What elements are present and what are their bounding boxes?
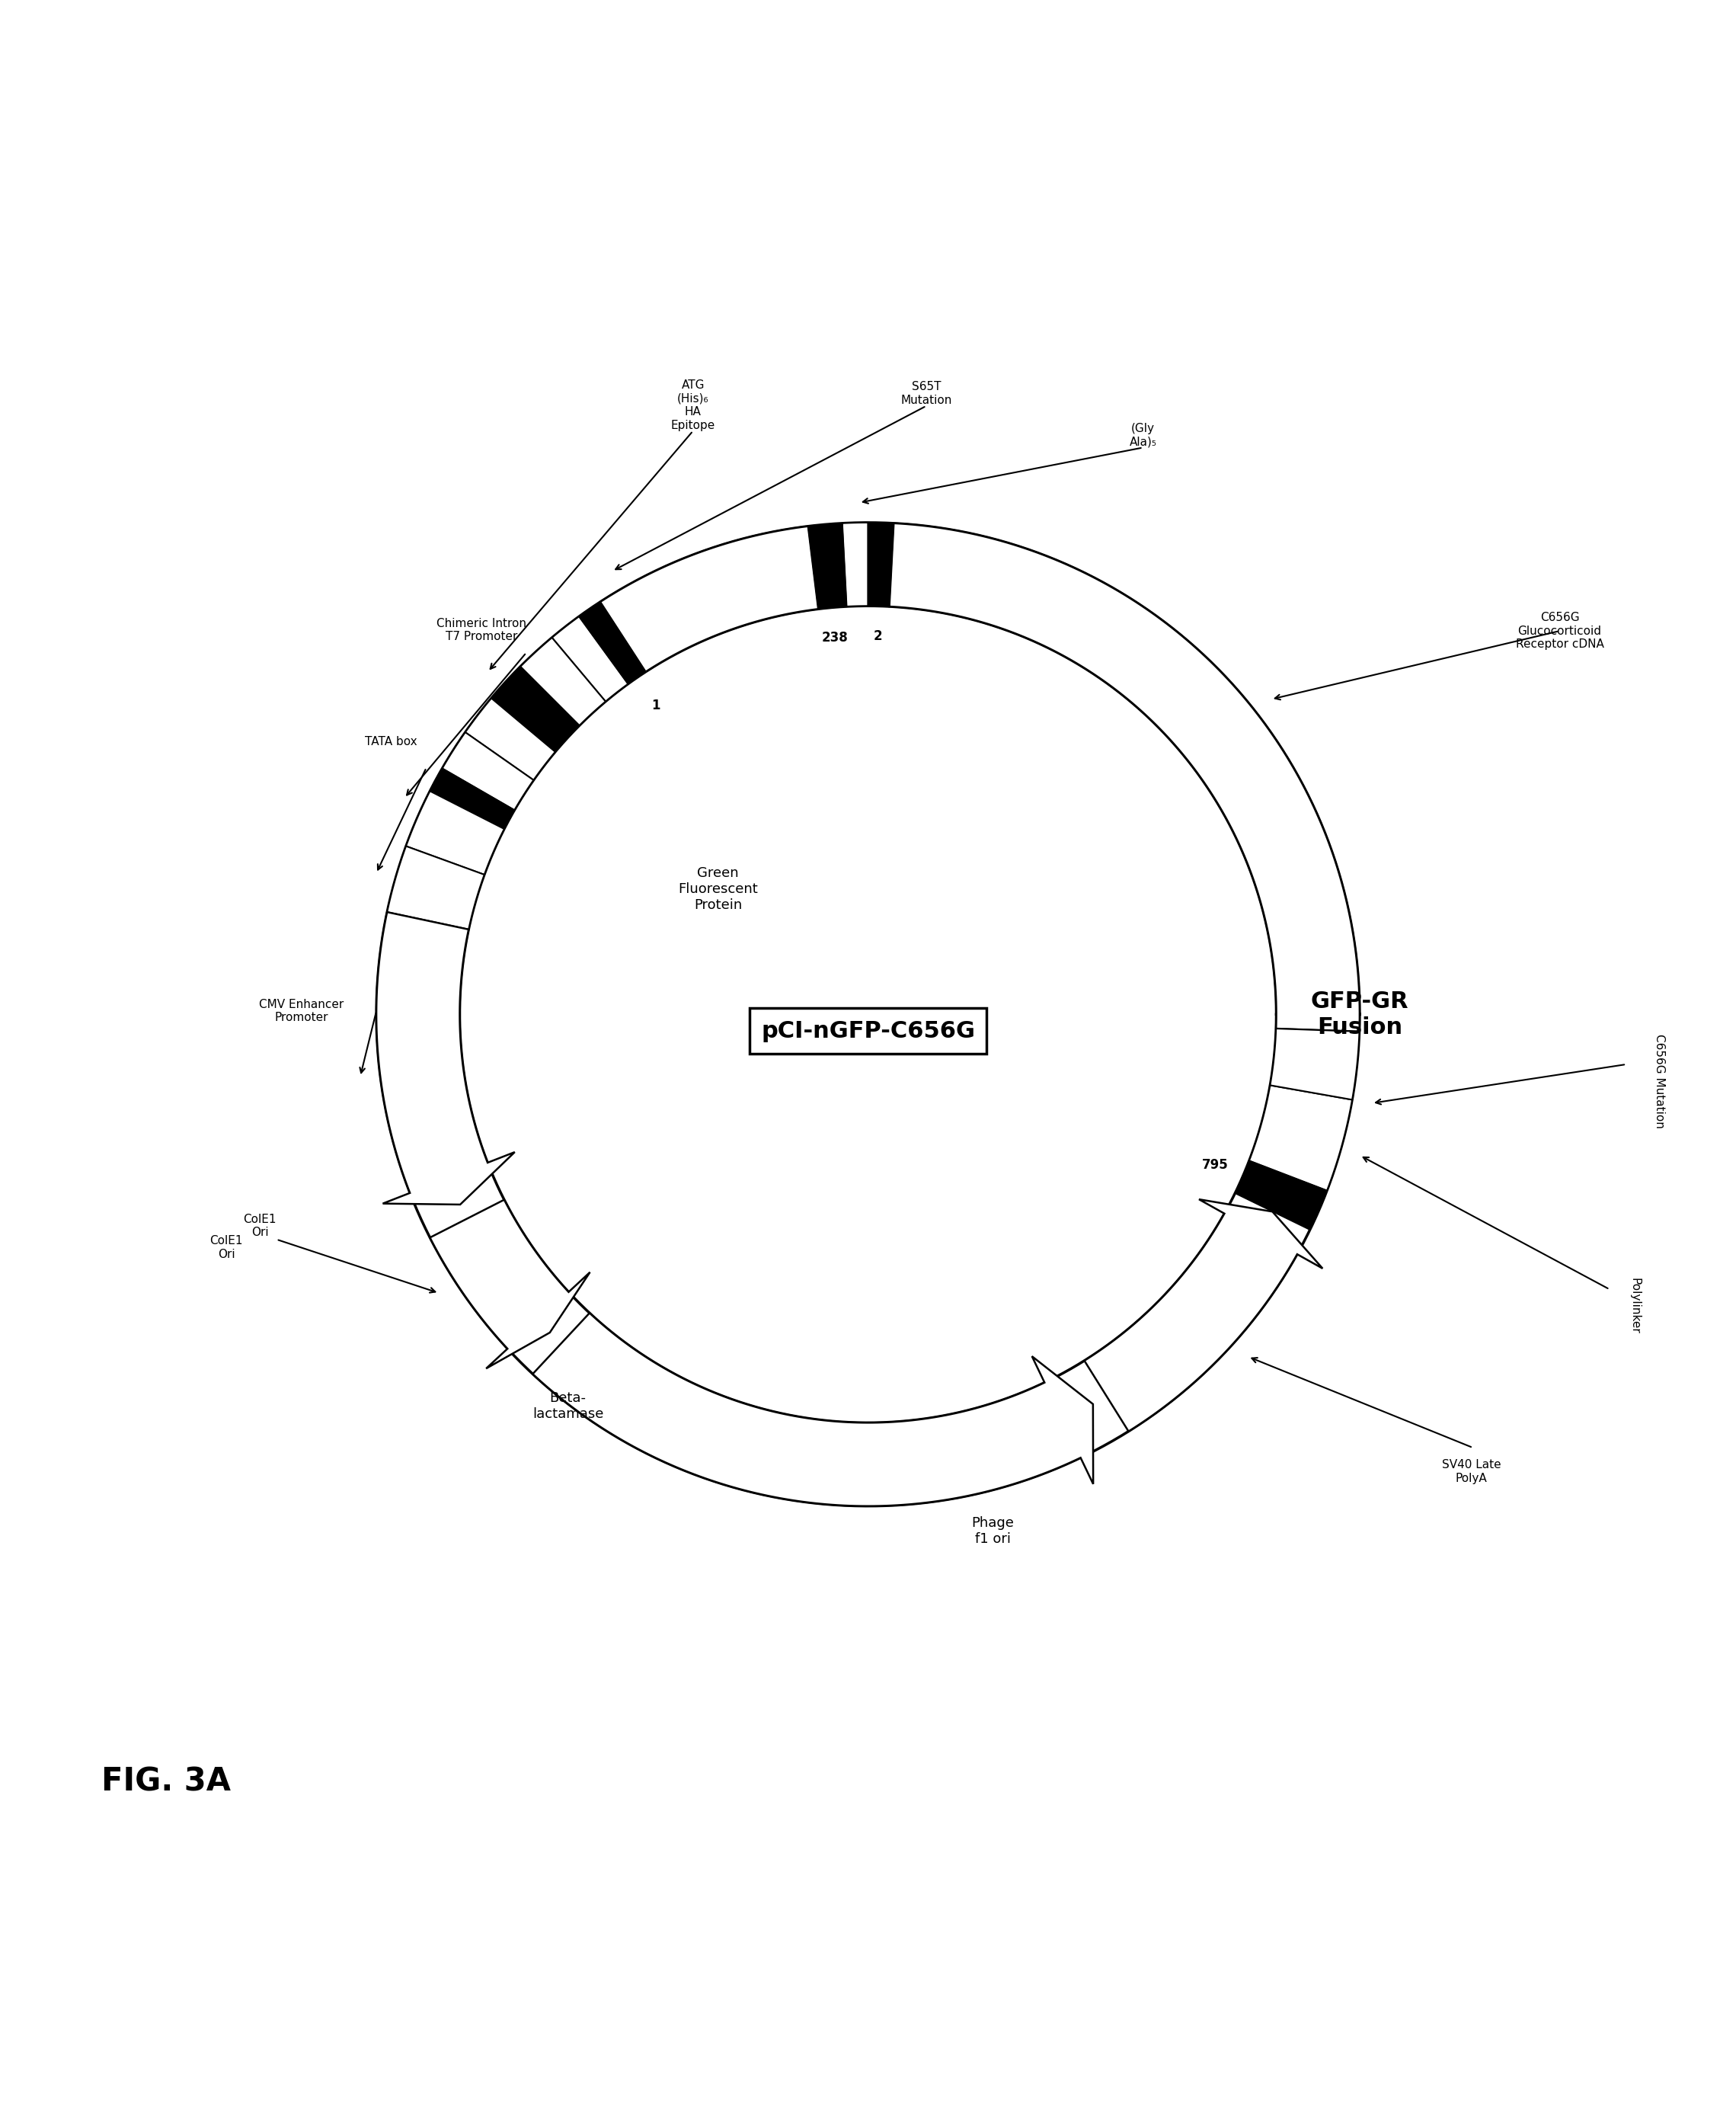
Text: C656G Mutation: C656G Mutation [1654,1033,1665,1128]
Polygon shape [406,792,503,874]
Polygon shape [431,769,514,828]
Text: Polylinker: Polylinker [1628,1278,1641,1335]
Polygon shape [842,522,868,606]
Text: GFP-GR
Fusion: GFP-GR Fusion [1311,991,1408,1039]
Text: C656G
Glucocorticoid
Receptor cDNA: C656G Glucocorticoid Receptor cDNA [1516,612,1604,650]
Text: SV40 Late
PolyA: SV40 Late PolyA [1441,1459,1502,1485]
Text: CMV Enhancer
Promoter: CMV Enhancer Promoter [259,999,344,1024]
Polygon shape [580,602,646,684]
Text: pCI-nGFP-C656G: pCI-nGFP-C656G [760,1020,976,1041]
Polygon shape [1271,1029,1359,1100]
Text: ColE1
Ori: ColE1 Ori [210,1236,243,1261]
Polygon shape [377,522,1359,1506]
Text: Green
Fluorescent
Protein: Green Fluorescent Protein [679,866,759,912]
Text: Phage
f1 ori: Phage f1 ori [972,1516,1014,1546]
Polygon shape [1250,1086,1352,1191]
Polygon shape [465,699,556,779]
Text: 1: 1 [651,699,660,712]
Text: FIG. 3A: FIG. 3A [101,1766,231,1797]
Polygon shape [387,847,484,929]
Polygon shape [552,617,628,701]
Text: Chimeric Intron
T7 Promoter: Chimeric Intron T7 Promoter [436,619,526,642]
Text: Beta-
lactamase: Beta- lactamase [533,1392,604,1421]
Text: ATG
(His)₆
HA
Epitope: ATG (His)₆ HA Epitope [670,380,715,431]
Polygon shape [601,526,818,672]
Polygon shape [533,1314,1094,1506]
Text: (Gly
Ala)₅: (Gly Ala)₅ [1130,422,1156,448]
Polygon shape [521,638,606,727]
Polygon shape [889,524,1359,1031]
Polygon shape [431,1200,590,1369]
Text: S65T
Mutation: S65T Mutation [901,380,951,406]
Polygon shape [1234,1162,1326,1229]
Polygon shape [868,522,894,606]
Polygon shape [443,733,533,811]
Polygon shape [807,524,847,608]
Polygon shape [1085,1200,1323,1432]
Text: 795: 795 [1201,1157,1227,1172]
Text: 2: 2 [873,629,882,642]
Polygon shape [491,667,580,752]
Text: TATA box: TATA box [365,737,417,748]
Polygon shape [377,912,516,1204]
Text: ColE1
Ori: ColE1 Ori [243,1214,276,1238]
Text: 238: 238 [821,631,849,644]
